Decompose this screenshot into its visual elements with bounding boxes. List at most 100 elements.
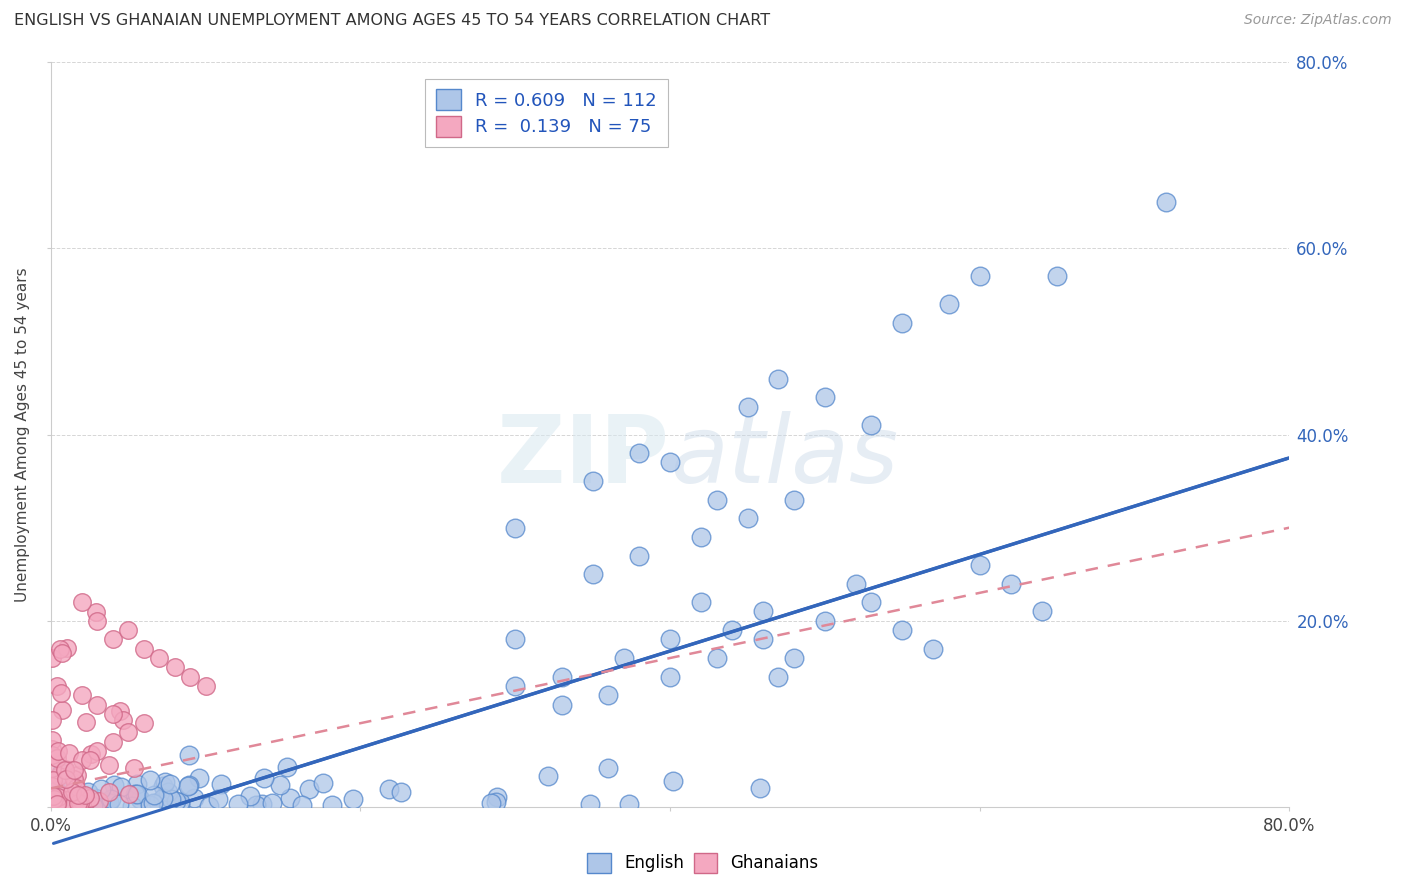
Point: [42, 789, 65, 804]
Point: [124, 787, 146, 801]
Point: [148, 651, 170, 665]
Point: [737, 511, 759, 525]
Point: [1046, 269, 1069, 284]
Point: [63, 772, 86, 786]
Legend: R = 0.609   N = 112, R =  0.139   N = 75: R = 0.609 N = 112, R = 0.139 N = 75: [425, 78, 668, 147]
Point: [121, 799, 143, 814]
Point: [63, 776, 86, 790]
Point: [55, 772, 77, 786]
Point: [551, 698, 574, 712]
Point: [486, 789, 509, 804]
Point: [101, 632, 124, 647]
Point: [783, 492, 806, 507]
Point: [45, 793, 67, 807]
Point: [969, 269, 991, 284]
Point: [291, 797, 314, 812]
Point: [75, 788, 97, 802]
Point: [41, 748, 63, 763]
Point: [49, 686, 72, 700]
Point: [118, 788, 141, 802]
Point: [969, 558, 991, 572]
Point: [503, 632, 526, 647]
Text: atlas: atlas: [671, 411, 898, 502]
Point: [659, 670, 682, 684]
Point: [139, 772, 162, 787]
Point: [139, 798, 162, 813]
Point: [65, 780, 87, 795]
Point: [245, 797, 267, 812]
Point: [783, 651, 806, 665]
Point: [46, 751, 69, 765]
Point: [177, 778, 200, 792]
Point: [66, 788, 89, 802]
Point: [66, 791, 89, 805]
Point: [262, 796, 284, 810]
Point: [628, 549, 651, 563]
Point: [67, 796, 90, 810]
Point: [250, 797, 273, 812]
Point: [86, 698, 108, 712]
Point: [69, 793, 91, 807]
Text: Source: ZipAtlas.com: Source: ZipAtlas.com: [1244, 13, 1392, 28]
Point: [55, 774, 77, 789]
Point: [659, 455, 682, 469]
Point: [706, 651, 728, 665]
Point: [49, 641, 72, 656]
Point: [117, 623, 139, 637]
Point: [153, 775, 176, 789]
Point: [814, 614, 837, 628]
Point: [101, 735, 124, 749]
Point: [46, 795, 69, 809]
Point: [537, 770, 560, 784]
Point: [103, 778, 125, 792]
Point: [737, 400, 759, 414]
Point: [97, 795, 120, 809]
Point: [129, 791, 152, 805]
Point: [86, 744, 108, 758]
Point: [768, 372, 790, 386]
Point: [49, 788, 72, 802]
Point: [179, 670, 201, 684]
Text: ZIP: ZIP: [498, 411, 671, 503]
Point: [1031, 604, 1053, 618]
Point: [84, 605, 107, 619]
Point: [579, 797, 602, 812]
Point: [97, 757, 120, 772]
Point: [503, 521, 526, 535]
Point: [124, 761, 146, 775]
Point: [142, 797, 165, 811]
Point: [582, 474, 605, 488]
Point: [183, 790, 205, 805]
Point: [891, 623, 914, 637]
Point: [66, 768, 89, 782]
Point: [101, 706, 124, 721]
Point: [163, 660, 186, 674]
Point: [79, 753, 101, 767]
Point: [207, 792, 229, 806]
Point: [177, 779, 200, 793]
Point: [98, 785, 121, 799]
Point: [845, 576, 868, 591]
Point: [582, 567, 605, 582]
Point: [485, 796, 508, 810]
Point: [187, 771, 209, 785]
Point: [860, 418, 883, 433]
Point: [41, 733, 63, 747]
Point: [690, 595, 713, 609]
Point: [706, 492, 728, 507]
Point: [53, 794, 76, 808]
Point: [156, 785, 179, 799]
Point: [152, 791, 174, 805]
Point: [752, 632, 775, 647]
Point: [72, 789, 94, 804]
Point: [108, 797, 131, 811]
Point: [117, 725, 139, 739]
Point: [41, 651, 63, 665]
Point: [79, 791, 101, 805]
Point: [298, 782, 321, 797]
Point: [659, 632, 682, 647]
Point: [721, 623, 744, 637]
Point: [269, 778, 291, 792]
Point: [75, 714, 97, 729]
Point: [70, 753, 93, 767]
